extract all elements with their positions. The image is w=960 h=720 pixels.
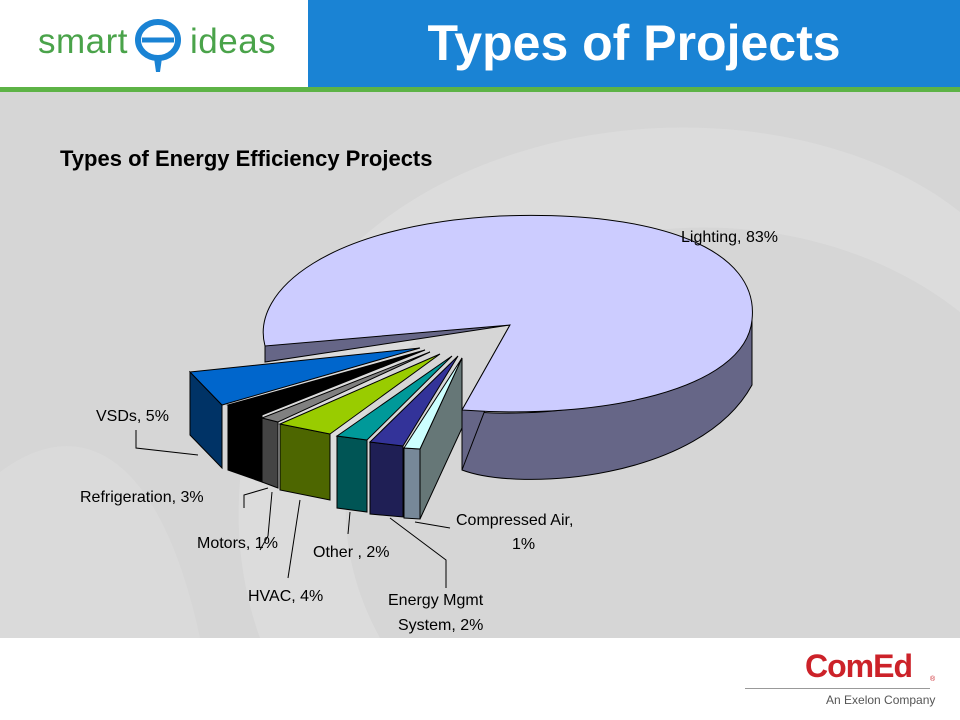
- label-refrigeration: Refrigeration, 3%: [80, 489, 204, 506]
- footer-divider: [745, 688, 930, 689]
- e-swirl-logo-icon: [135, 19, 181, 72]
- title-band: Types of Projects: [308, 0, 960, 87]
- leader-motors: [259, 491, 273, 551]
- content-background: [0, 92, 960, 638]
- comed-logo: ComEd: [805, 648, 913, 684]
- slice-motors: [260, 351, 431, 423]
- leader-lines: [135, 430, 451, 588]
- footer-tagline: An Exelon Company: [826, 693, 936, 707]
- slice-lighting: [262, 214, 753, 413]
- logo-text-right: ideas: [190, 22, 277, 61]
- slice-compressed: [403, 357, 463, 450]
- slice-hvac-side: [279, 423, 331, 501]
- label-lighting: Lighting, 83%: [681, 229, 778, 246]
- leader-hvac: [287, 499, 301, 579]
- slice-ems-side: [369, 441, 404, 518]
- label-compressed-line1: Compressed Air,: [456, 512, 573, 529]
- header: smart ideas Types of Projects: [0, 0, 960, 92]
- chart-title: Types of Energy Efficiency Projects: [60, 146, 433, 171]
- leader-other: [347, 511, 351, 535]
- slide-title: Types of Projects: [427, 15, 841, 71]
- label-hvac: HVAC, 4%: [248, 588, 323, 605]
- leader-refrigeration: [243, 487, 269, 508]
- label-other: Other , 2%: [313, 544, 389, 561]
- slice-refrigeration: [226, 349, 426, 416]
- label-ems-line1: Energy Mgmt: [388, 592, 484, 609]
- leader-ems: [389, 517, 447, 588]
- logo-text-left: smart: [38, 22, 128, 61]
- slice-refrigeration-side: [227, 404, 263, 483]
- registered-mark: ®: [930, 676, 936, 683]
- slice-compressed-side: [403, 447, 421, 520]
- label-compressed-line2: 1%: [512, 536, 535, 553]
- smart-ideas-logo: smart ideas: [0, 0, 308, 87]
- label-vsds: VSDs, 5%: [96, 408, 169, 425]
- slice-other: [335, 355, 453, 441]
- slice-vsds: [188, 347, 421, 406]
- leader-compressed: [414, 521, 451, 529]
- label-motors: Motors, 1%: [197, 535, 278, 552]
- leader-vsds: [135, 430, 199, 456]
- slice-ems: [368, 355, 459, 447]
- slice-hvac: [278, 353, 441, 435]
- slice-motors-side: [261, 417, 279, 489]
- header-divider: [0, 87, 960, 92]
- label-ems-line2: System, 2%: [398, 617, 483, 634]
- slice-other-side: [336, 435, 368, 513]
